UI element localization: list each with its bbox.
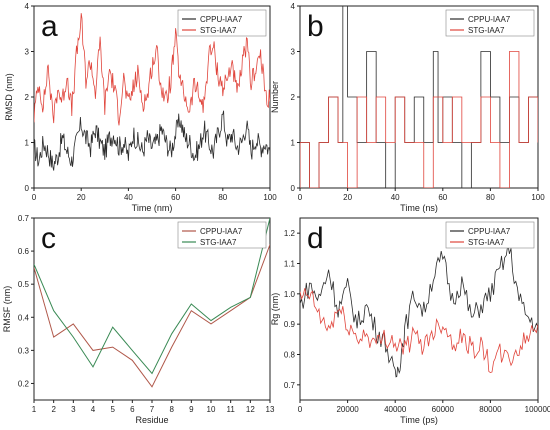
legend-label: STG-IAA7 — [468, 26, 505, 35]
legend: CPPU-IAA7 STG-IAA7 — [445, 9, 535, 37]
x-tick-label: 6 — [130, 405, 135, 414]
y-tick-label: 1.1 — [284, 260, 296, 269]
series-line-stg-iaa7 — [300, 51, 538, 188]
legend-label: STG-IAA7 — [200, 26, 237, 35]
y-tick-label: 0 — [25, 184, 30, 193]
x-tick-label: 11 — [227, 405, 236, 414]
panel-letter: d — [307, 222, 324, 255]
legend: CPPU-IAA7 STG-IAA7 — [177, 221, 267, 249]
x-tick-label: 40000 — [384, 405, 407, 414]
y-tick-label: 2 — [291, 93, 296, 102]
series-line-stg-iaa7 — [34, 13, 270, 126]
series-line-cppu-iaa7 — [34, 244, 270, 388]
x-axis-label: Time (ns) — [400, 203, 438, 213]
x-tick-label: 40 — [391, 193, 400, 202]
legend-box — [445, 9, 535, 37]
y-tick-label: 0.9 — [284, 320, 296, 329]
legend-label: CPPU-IAA7 — [468, 15, 511, 24]
y-tick-label: 0.2 — [18, 379, 30, 388]
x-tick-label: 1 — [32, 405, 37, 414]
x-axis-label: Time (nm) — [132, 203, 173, 213]
legend: CPPU-IAA7 STG-IAA7 — [445, 221, 535, 249]
panel-letter: b — [307, 10, 324, 43]
y-tick-label: 4 — [291, 2, 296, 11]
legend-label: STG-IAA7 — [200, 238, 237, 247]
y-tick-label: 1 — [291, 139, 296, 148]
x-tick-label: 0 — [298, 405, 303, 414]
x-tick-label: 7 — [150, 405, 155, 414]
y-tick-label: 0.7 — [284, 381, 296, 390]
series-line-stg-iaa7 — [34, 218, 270, 375]
x-tick-label: 60 — [438, 193, 447, 202]
x-tick-label: 20 — [343, 193, 352, 202]
x-tick-label: 80 — [218, 193, 227, 202]
y-tick-label: 1.2 — [284, 229, 296, 238]
panel-a: 0 20 40 60 80 100 0 1 2 3 4 Time (nm) RMSD (nm) a CPPU… — [4, 2, 277, 213]
panel-letter: c — [41, 222, 56, 255]
legend: CPPU-IAA7 STG-IAA7 — [177, 9, 267, 37]
panel-letter: a — [41, 10, 58, 43]
panel-d: 0 20000 40000 60000 80000 100000 0.7 0.8 0.9 1.0 1… — [270, 217, 550, 425]
y-axis-label: Number — [270, 81, 280, 113]
x-tick-label: 0 — [298, 193, 303, 202]
series-line-stg-iaa7 — [300, 288, 538, 374]
x-tick-label: 12 — [246, 405, 255, 414]
y-axis-label: RMSD (nm) — [4, 73, 14, 121]
x-tick-label: 5 — [110, 405, 115, 414]
legend-label: STG-IAA7 — [468, 238, 505, 247]
y-tick-label: 1 — [25, 139, 30, 148]
x-tick-label: 3 — [71, 405, 76, 414]
y-tick-label: 0.6 — [18, 247, 30, 256]
y-tick-label: 0.5 — [18, 280, 30, 289]
x-tick-label: 20000 — [336, 405, 359, 414]
plot-area — [300, 6, 538, 188]
x-tick-label: 60000 — [432, 405, 455, 414]
x-tick-label: 100 — [263, 193, 277, 202]
y-tick-label: 1.0 — [284, 290, 296, 299]
y-tick-label: 0.7 — [18, 214, 30, 223]
x-tick-label: 100 — [531, 193, 545, 202]
x-tick-label: 80000 — [479, 405, 502, 414]
plot-area — [34, 13, 270, 171]
y-axis-label: Rg (nm) — [270, 293, 280, 326]
x-tick-label: 13 — [266, 405, 275, 414]
y-tick-label: 2 — [25, 93, 30, 102]
series-line-cppu-iaa7 — [34, 110, 270, 171]
y-tick-label: 0.3 — [18, 346, 30, 355]
legend-box — [177, 221, 267, 249]
y-tick-label: 0 — [291, 184, 296, 193]
x-tick-label: 20 — [77, 193, 86, 202]
y-tick-label: 4 — [25, 2, 30, 11]
legend-label: CPPU-IAA7 — [468, 227, 511, 236]
legend-box — [177, 9, 267, 37]
y-tick-label: 3 — [25, 48, 30, 57]
y-tick-label: 0.8 — [284, 351, 296, 360]
x-tick-label: 9 — [189, 405, 194, 414]
x-tick-label: 0 — [32, 193, 37, 202]
x-tick-label: 2 — [51, 405, 56, 414]
x-axis-label: Time (ps) — [400, 415, 438, 425]
y-axis-label: RMSF (nm) — [2, 286, 12, 333]
panel-c: 1 2 3 4 5 6 7 8 9 10 11 12 130.20.30.40.50.60.7Resid… — [2, 214, 275, 425]
x-tick-label: 10 — [207, 405, 216, 414]
plot-frame — [33, 217, 271, 401]
x-axis-label: Residue — [135, 415, 168, 425]
legend-box — [445, 221, 535, 249]
x-tick-label: 4 — [91, 405, 96, 414]
legend-label: CPPU-IAA7 — [200, 227, 243, 236]
x-tick-label: 80 — [486, 193, 495, 202]
x-tick-label: 8 — [169, 405, 174, 414]
y-tick-label: 0.4 — [18, 313, 30, 322]
plot-area — [34, 218, 270, 388]
plot-area — [300, 243, 538, 378]
x-tick-label: 60 — [171, 193, 180, 202]
series-line-cppu-iaa7 — [300, 243, 538, 378]
x-tick-label: 40 — [124, 193, 133, 202]
panel-b: 0 20 40 60 80 100 0 1 2 3 4 Time (ns) Number b CPPU-IA… — [270, 2, 545, 213]
legend-label: CPPU-IAA7 — [200, 15, 243, 24]
y-tick-label: 3 — [291, 48, 296, 57]
x-tick-label: 100000 — [525, 405, 550, 414]
